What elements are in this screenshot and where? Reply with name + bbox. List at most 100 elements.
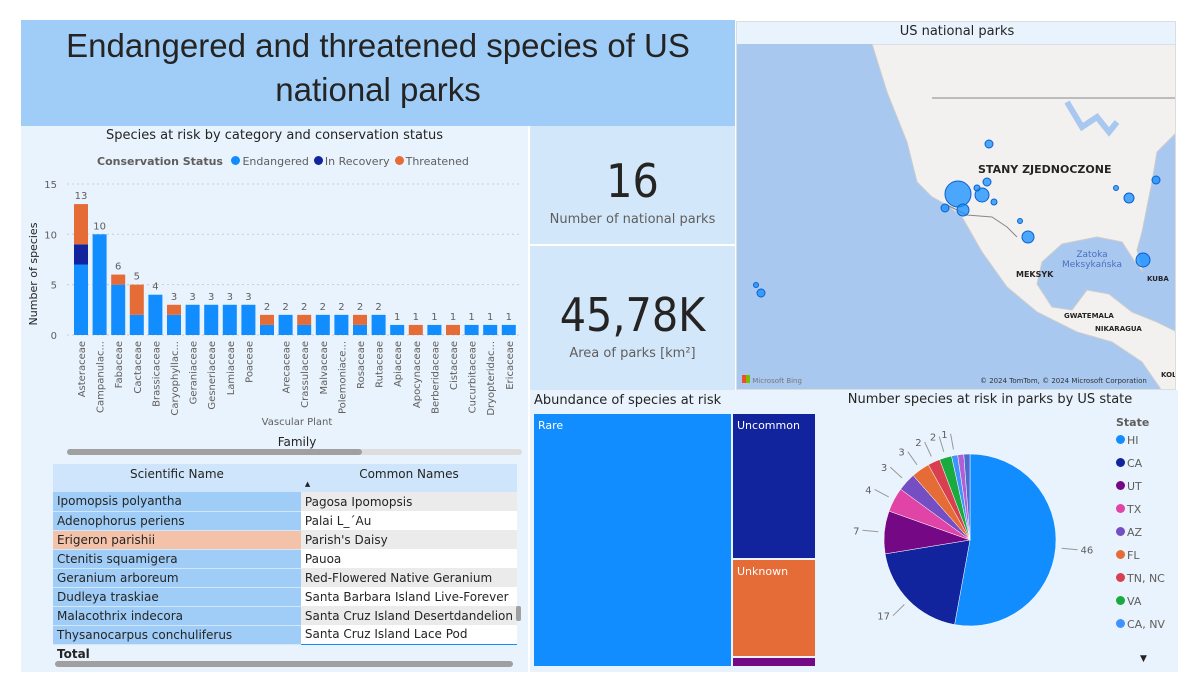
legend-item[interactable]: Endangered [226, 155, 309, 168]
legend-scroll-down-icon[interactable]: ▼ [1140, 654, 1147, 664]
table-row[interactable]: Ipomopsis polyantha Pagosa Ipomopsis [53, 492, 517, 512]
table-row[interactable]: Ctenitis squamigera Pauoa [53, 549, 517, 569]
bar-segment[interactable] [74, 264, 88, 335]
park-bubble[interactable] [1151, 175, 1161, 185]
bar-segment[interactable] [204, 304, 219, 335]
table-vertical-scrollbar[interactable] [516, 606, 521, 621]
bar-segment[interactable] [167, 314, 181, 335]
common-name-cell[interactable]: Santa Cruz Island Lace Pod [300, 625, 517, 644]
bar-segment[interactable] [353, 324, 367, 335]
park-bubble[interactable] [973, 184, 981, 192]
park-bubble[interactable] [1123, 192, 1135, 204]
scientific-name-cell[interactable]: Thysanocarpus conchuliferus [53, 625, 301, 645]
common-name-cell[interactable]: Santa Barbara Island Live-Forever [300, 587, 517, 606]
pie-legend-item[interactable]: AZ [1116, 526, 1165, 549]
treemap-tile-rare[interactable]: Rare [534, 414, 731, 666]
bar-segment[interactable] [334, 314, 349, 335]
table-row[interactable]: Geranium arboreum Red-Flowered Native Ger… [53, 568, 517, 588]
bar-segment[interactable] [111, 284, 126, 335]
pie-legend-item[interactable]: UT [1116, 480, 1165, 503]
park-bubble[interactable] [990, 198, 998, 206]
bar-segment[interactable] [483, 324, 498, 335]
park-bubble[interactable] [944, 180, 972, 208]
park-bubble[interactable] [1021, 230, 1035, 244]
bar-segment[interactable] [371, 314, 386, 335]
park-bubble[interactable] [974, 187, 990, 203]
bar-segment[interactable] [167, 304, 181, 315]
legend-item[interactable]: Threatened [390, 155, 469, 168]
pie-legend-item[interactable]: FL [1116, 549, 1165, 572]
pie-legend-item[interactable]: CA [1116, 457, 1165, 480]
treemap-tile-uncommon[interactable]: Uncommon [733, 414, 815, 558]
bar-segment[interactable] [408, 324, 423, 335]
bar-segment[interactable] [148, 294, 163, 335]
chart-scrollbar[interactable] [67, 449, 522, 455]
table-row[interactable]: Malacothrix indecora Santa Cruz Island De… [53, 606, 517, 626]
table-row[interactable]: Thysanocarpus conchuliferus Santa Cruz Is… [53, 625, 517, 645]
bar-segment[interactable] [260, 324, 274, 335]
column-header-common-names[interactable]: Common Names ▲ [300, 464, 517, 492]
bar-segment[interactable] [185, 304, 200, 335]
bar-segment[interactable] [111, 274, 126, 285]
park-bubble[interactable] [956, 203, 970, 217]
parks-map[interactable]: US national parks STANY ZJEDNOCZONE MEKS… [736, 21, 1176, 390]
scientific-name-cell[interactable]: Dudleya traskiae [53, 587, 301, 607]
pie-legend-item[interactable]: VA [1116, 595, 1165, 618]
bar-segment[interactable] [297, 324, 312, 335]
bar-segment[interactable] [446, 324, 460, 335]
bar-segment[interactable] [92, 234, 107, 335]
park-bubble[interactable] [982, 177, 992, 187]
legend-item[interactable]: In Recovery [309, 155, 390, 168]
pie-legend-item[interactable]: HI [1116, 434, 1165, 457]
bar-segment[interactable] [241, 304, 256, 335]
bar-segment[interactable] [427, 324, 442, 335]
bar-segment[interactable] [278, 314, 293, 335]
common-name-cell[interactable]: Parish's Daisy [300, 530, 517, 549]
scientific-name-cell[interactable]: Geranium arboreum [53, 568, 301, 588]
common-name-cell[interactable]: Pauoa [300, 549, 517, 568]
bar-segment[interactable] [390, 324, 405, 335]
park-bubble[interactable] [756, 288, 766, 298]
bar-segment[interactable] [260, 314, 274, 325]
sort-ascending-icon[interactable]: ▲ [304, 480, 311, 488]
common-name-cell[interactable]: Palai L_´Au [300, 511, 517, 530]
treemap-tile-other[interactable] [733, 658, 815, 666]
pie-legend-item[interactable]: TN, NC [1116, 572, 1165, 595]
scientific-name-cell[interactable]: Ctenitis squamigera [53, 549, 301, 569]
column-header-scientific-name[interactable]: Scientific Name [53, 464, 301, 492]
bar-segment[interactable] [129, 284, 144, 315]
table-row[interactable]: Adenophorus periens Palai L_´Au [53, 511, 517, 531]
bar-segment[interactable] [501, 324, 516, 335]
pie-slice[interactable] [954, 453, 1057, 627]
pie-legend-item[interactable]: TX [1116, 503, 1165, 526]
pie-legend-item[interactable]: CA, NV [1116, 618, 1165, 641]
common-name-cell[interactable]: Santa Cruz Island Desertdandelion [300, 606, 517, 625]
pie-slice[interactable] [963, 453, 971, 541]
park-bubble[interactable] [753, 282, 759, 288]
park-bubble[interactable] [984, 139, 994, 149]
scientific-name-cell[interactable]: Adenophorus periens [53, 511, 301, 531]
treemap-tile-unknown[interactable]: Unknown [733, 560, 815, 656]
park-bubble[interactable] [1135, 252, 1151, 268]
table-row[interactable]: Erigeron parishii Parish's Daisy [53, 530, 517, 550]
park-bubble[interactable] [1113, 185, 1119, 191]
common-name-cell[interactable]: Red-Flowered Native Geranium [300, 568, 517, 587]
scientific-name-cell[interactable]: Malacothrix indecora [53, 606, 301, 626]
bar-segment[interactable] [74, 204, 88, 245]
park-bubble[interactable] [940, 203, 950, 213]
scientific-name-cell[interactable]: Erigeron parishii [53, 530, 301, 550]
pie-slice[interactable] [884, 539, 971, 625]
bar-segment[interactable] [464, 324, 479, 335]
bar-segment[interactable] [129, 314, 144, 335]
table-horizontal-scrollbar[interactable] [55, 661, 513, 667]
bar-segment[interactable] [74, 244, 88, 265]
table-row[interactable]: Dudleya traskiae Santa Barbara Island Liv… [53, 587, 517, 607]
bar-segment[interactable] [353, 314, 367, 325]
common-name-cell[interactable]: Pagosa Ipomopsis [300, 492, 517, 511]
park-bubble[interactable] [1017, 218, 1023, 224]
scientific-name-cell[interactable]: Ipomopsis polyantha [53, 492, 301, 512]
bar-segment[interactable] [222, 304, 237, 335]
bar-segment[interactable] [315, 314, 330, 335]
bar-segment[interactable] [297, 314, 312, 325]
scrollbar-thumb[interactable] [67, 449, 362, 455]
